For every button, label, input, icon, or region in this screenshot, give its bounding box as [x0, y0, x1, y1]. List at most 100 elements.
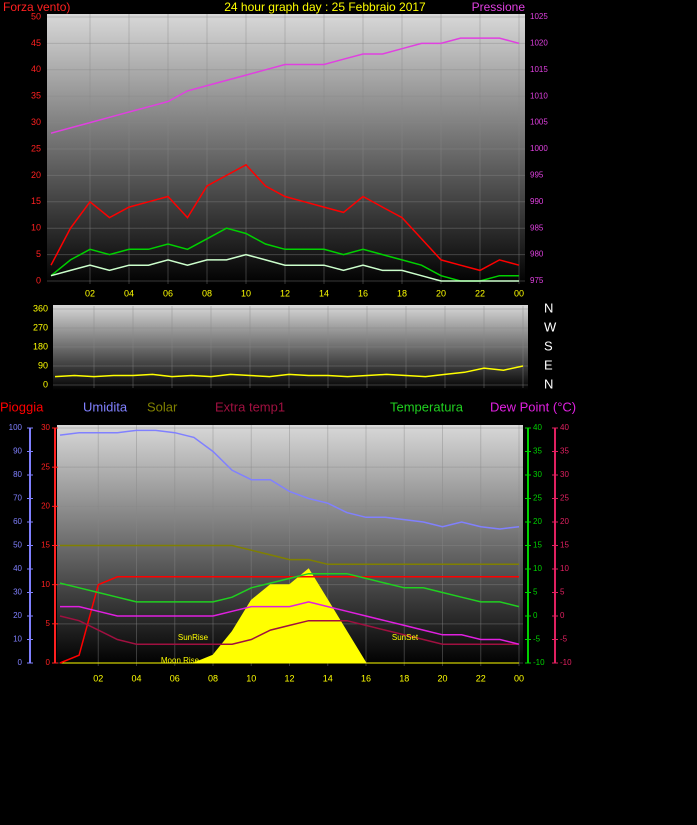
y-tick-label: 100 [9, 423, 23, 432]
legend-entry: Umidita [83, 399, 128, 414]
x-tick-label: 02 [93, 673, 103, 683]
x-tick-label: 12 [284, 673, 294, 683]
x-tick-label: 22 [476, 673, 486, 683]
x-tick-label: 20 [437, 673, 447, 683]
y-tick-label: 25 [560, 494, 569, 503]
annotation: SunSet [392, 633, 419, 642]
y-tick-label: 35 [560, 447, 569, 456]
x-tick-label: 04 [124, 288, 134, 298]
y-tick-label: 5 [46, 619, 51, 628]
y-tick-label: 0 [36, 275, 41, 285]
y-tick-label: 5 [36, 249, 41, 259]
y-tick-label: 25 [41, 462, 50, 471]
y-tick-label: N [544, 376, 553, 391]
y-tick-label: 20 [31, 170, 41, 180]
y2-axis-label: Pressione [472, 0, 526, 14]
y-tick-label: 30 [560, 470, 569, 479]
y-tick-label: 20 [41, 501, 50, 510]
y-tick-label: 10 [41, 580, 50, 589]
y-tick-label: W [544, 319, 557, 334]
line [50, 163, 520, 272]
y-tick-label: -10 [533, 658, 545, 667]
y-tick-label: -5 [560, 635, 568, 644]
line [50, 227, 519, 282]
line [59, 429, 520, 530]
x-tick-label: 10 [241, 288, 251, 298]
y-tick-label: 0 [18, 658, 23, 667]
y-tick-label: 10 [560, 564, 569, 573]
y-tick-label: 25 [533, 494, 542, 503]
y-tick-label: 1020 [530, 39, 548, 48]
y-tick-label: 995 [530, 171, 544, 180]
x-tick-label: 06 [163, 288, 173, 298]
x-tick-label: 22 [475, 288, 485, 298]
y-tick-label: 30 [41, 423, 50, 432]
line [59, 576, 519, 664]
legend-entry: Pioggia [0, 399, 44, 414]
y-tick-label: 0 [46, 658, 51, 667]
line [50, 253, 519, 282]
chart-title: 24 hour graph day : 25 Febbraio 2017 [224, 0, 426, 14]
y-tick-label: 980 [530, 250, 544, 259]
x-tick-label: 16 [358, 288, 368, 298]
y-tick-label: 15 [533, 541, 542, 550]
y-tick-label: 20 [560, 517, 569, 526]
y-tick-label: 5 [533, 588, 538, 597]
plot-area [47, 14, 525, 285]
x-tick-label: 10 [246, 673, 256, 683]
y-tick-label: 985 [530, 223, 544, 232]
y-tick-label: 1000 [530, 144, 548, 153]
y-tick-label: 30 [31, 117, 41, 127]
y-tick-label: 1005 [530, 118, 548, 127]
y-tick-label: 0 [560, 611, 565, 620]
y-tick-label: 30 [13, 588, 22, 597]
y-tick-label: 5 [560, 588, 565, 597]
y-tick-label: 1015 [530, 65, 548, 74]
y-tick-label: 270 [33, 322, 48, 332]
x-tick-label: 02 [85, 288, 95, 298]
y-tick-label: 360 [33, 303, 48, 313]
y-tick-label: 15 [31, 196, 41, 206]
y-tick-label: 40 [31, 64, 41, 74]
x-tick-label: 16 [361, 673, 371, 683]
y-tick-label: -10 [560, 658, 572, 667]
y-tick-label: 10 [533, 564, 542, 573]
legend-entry: Extra temp1 [215, 399, 285, 414]
y-tick-label: 70 [13, 494, 22, 503]
legend-entry: Solar [147, 399, 178, 414]
annotation: SunRise [178, 633, 209, 642]
x-tick-label: 08 [202, 288, 212, 298]
y-axis-label: Forza vento) [3, 0, 70, 14]
y-tick-label: 35 [31, 91, 41, 101]
y-tick-label: 975 [530, 276, 544, 285]
x-tick-label: 14 [323, 673, 333, 683]
y-tick-label: 20 [533, 517, 542, 526]
y-tick-label: 60 [13, 517, 22, 526]
line [59, 572, 520, 608]
y-tick-label: 40 [560, 423, 569, 432]
legend-entry: Dew Point (°C) [490, 399, 576, 414]
y-tick-label: 20 [13, 611, 22, 620]
y-tick-label: 15 [41, 541, 50, 550]
y-tick-label: N [544, 300, 553, 315]
y-tick-label: 45 [31, 38, 41, 48]
y-tick-label: 10 [31, 223, 41, 233]
y-tick-label: 90 [38, 360, 48, 370]
y-tick-label: 90 [13, 447, 22, 456]
x-tick-label: 18 [397, 288, 407, 298]
y-tick-label: 35 [533, 447, 542, 456]
y-tick-label: 50 [13, 541, 22, 550]
x-tick-label: 18 [399, 673, 409, 683]
y-tick-label: 80 [13, 470, 22, 479]
annotation: Moon Rise [161, 656, 200, 665]
line [60, 601, 520, 645]
y-tick-label: 30 [533, 470, 542, 479]
x-tick-label: 08 [208, 673, 218, 683]
legend-entry: Temperatura [390, 399, 464, 414]
y-tick-label: 15 [560, 541, 569, 550]
line [60, 544, 519, 566]
y-tick-label: 10 [13, 635, 22, 644]
y-tick-label: 1010 [530, 91, 548, 100]
x-tick-label: 00 [514, 288, 524, 298]
